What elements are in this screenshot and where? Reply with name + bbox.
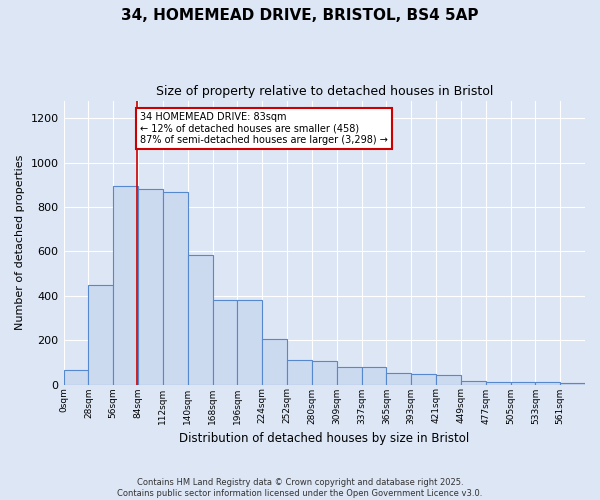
Bar	[485, 382, 511, 384]
Bar	[88, 284, 113, 384]
Bar	[312, 360, 337, 384]
Bar	[362, 367, 386, 384]
Text: 34 HOMEMEAD DRIVE: 83sqm
← 12% of detached houses are smaller (458)
87% of semi-: 34 HOMEMEAD DRIVE: 83sqm ← 12% of detach…	[140, 112, 388, 145]
Bar	[113, 186, 138, 384]
Y-axis label: Number of detached properties: Number of detached properties	[15, 155, 25, 330]
Bar	[238, 300, 262, 384]
Bar	[64, 370, 88, 384]
Text: 34, HOMEMEAD DRIVE, BRISTOL, BS4 5AP: 34, HOMEMEAD DRIVE, BRISTOL, BS4 5AP	[121, 8, 479, 22]
Text: Contains HM Land Registry data © Crown copyright and database right 2025.
Contai: Contains HM Land Registry data © Crown c…	[118, 478, 482, 498]
Bar	[511, 382, 535, 384]
Bar	[163, 192, 188, 384]
Bar	[337, 367, 362, 384]
Bar	[411, 374, 436, 384]
Bar	[386, 373, 411, 384]
Bar	[461, 380, 485, 384]
Bar	[287, 360, 312, 384]
Bar	[212, 300, 238, 384]
Title: Size of property relative to detached houses in Bristol: Size of property relative to detached ho…	[155, 85, 493, 98]
Bar	[436, 374, 461, 384]
Bar	[262, 339, 287, 384]
Bar	[138, 190, 163, 384]
Bar	[188, 254, 212, 384]
Bar	[535, 382, 560, 384]
X-axis label: Distribution of detached houses by size in Bristol: Distribution of detached houses by size …	[179, 432, 469, 445]
